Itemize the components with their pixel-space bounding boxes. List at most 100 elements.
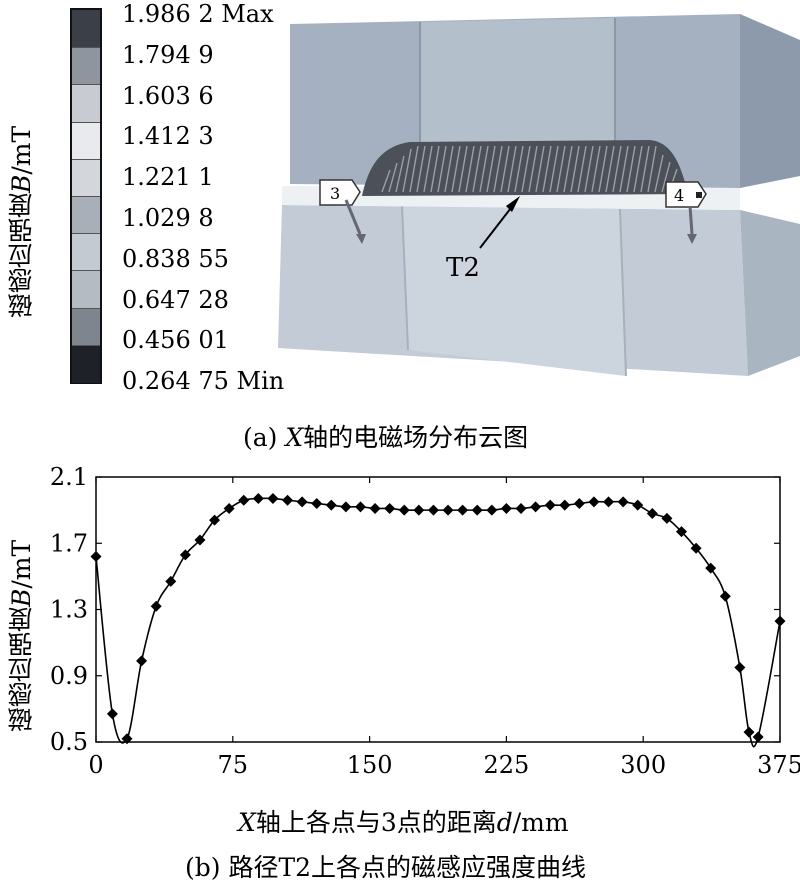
field-arrow bbox=[402, 148, 412, 193]
data-point bbox=[398, 504, 410, 516]
data-point bbox=[442, 504, 454, 516]
data-point bbox=[559, 499, 571, 511]
lower-core-side bbox=[740, 210, 800, 376]
svg-text:3: 3 bbox=[330, 184, 340, 203]
data-point bbox=[471, 504, 483, 516]
legend-swatch bbox=[72, 158, 100, 198]
data-point bbox=[179, 549, 191, 561]
data-point bbox=[369, 502, 381, 514]
legend-label: 0.264 75 Min bbox=[122, 367, 285, 396]
field-arrow bbox=[437, 145, 447, 193]
legend-label: 1.029 8 bbox=[122, 204, 214, 232]
field-arrow bbox=[626, 145, 636, 193]
data-point bbox=[384, 502, 396, 514]
legend-label: 1.986 2 Max bbox=[122, 0, 274, 28]
svg-text:T2: T2 bbox=[446, 253, 480, 283]
data-point bbox=[282, 494, 294, 506]
x-tick-label: 0 bbox=[88, 751, 103, 779]
data-point bbox=[530, 501, 542, 513]
data-point bbox=[573, 498, 585, 509]
field-arrow bbox=[661, 161, 671, 193]
data-point bbox=[136, 655, 148, 667]
field-arrow bbox=[612, 145, 622, 193]
legend-swatch bbox=[72, 10, 100, 48]
field-arrow bbox=[577, 145, 587, 193]
legend-swatch bbox=[72, 47, 100, 86]
field-arrow bbox=[465, 145, 475, 193]
field-arrow bbox=[640, 145, 650, 193]
field-arrow bbox=[486, 145, 496, 193]
color-legend-bar bbox=[70, 8, 102, 384]
legend-label: 1.603 6 bbox=[122, 81, 214, 110]
field-arrow bbox=[493, 145, 503, 193]
data-point bbox=[734, 661, 746, 673]
y-tick-label: 0.9 bbox=[50, 662, 88, 690]
field-arrow bbox=[535, 145, 545, 193]
legend-swatch bbox=[72, 270, 100, 310]
data-point bbox=[457, 504, 469, 516]
data-point bbox=[500, 502, 512, 514]
field-arrow bbox=[479, 145, 489, 193]
magnetic-field-line-chart: 0 75 150 225 300 375 0.5 0.9 1.3 1.7 2.1 bbox=[50, 463, 800, 779]
data-point bbox=[676, 526, 688, 538]
y-tick-label: 1.3 bbox=[50, 596, 88, 624]
field-arrow bbox=[500, 145, 510, 193]
data-point bbox=[340, 501, 352, 513]
data-point bbox=[617, 496, 629, 508]
field-arrow bbox=[605, 145, 615, 193]
field-arrow bbox=[633, 145, 643, 193]
legend-swatch bbox=[72, 233, 100, 272]
field-arrow bbox=[584, 145, 594, 193]
x-tick-label: 225 bbox=[483, 751, 529, 779]
field-arrow bbox=[444, 145, 454, 193]
series-line bbox=[95, 497, 781, 748]
field-arrow bbox=[528, 145, 538, 193]
data-point bbox=[646, 507, 658, 519]
field-arrow bbox=[507, 145, 517, 193]
field-arrow bbox=[654, 154, 664, 193]
data-point bbox=[544, 499, 556, 511]
panel-b-caption: (b) 路径T2上各点的磁感应强度曲线 bbox=[185, 853, 587, 882]
data-point bbox=[311, 498, 323, 509]
plot-frame bbox=[95, 476, 781, 743]
x-tick-label: 75 bbox=[218, 751, 249, 779]
field-arrow bbox=[563, 145, 573, 193]
data-point bbox=[661, 512, 673, 524]
data-point bbox=[223, 502, 235, 514]
data-point bbox=[719, 590, 731, 602]
svg-text:4: 4 bbox=[674, 186, 684, 205]
flux-vector-field bbox=[362, 140, 688, 196]
data-point bbox=[743, 726, 755, 738]
legend-label: 0.456 01 bbox=[122, 326, 229, 355]
field-arrow bbox=[451, 145, 461, 193]
data-point bbox=[354, 501, 366, 513]
field-arrow bbox=[549, 145, 559, 193]
point-3-marker: 3 bbox=[319, 179, 366, 244]
data-point bbox=[752, 731, 764, 743]
data-point bbox=[252, 493, 264, 505]
field-arrow bbox=[388, 162, 398, 193]
legend-swatch bbox=[72, 344, 100, 384]
path-t2-callout: T2 bbox=[446, 196, 520, 283]
chart-xlabel: X轴上各点与3点的距离d/mm bbox=[238, 808, 569, 837]
field-distribution-render: 3 4 T2 bbox=[278, 14, 800, 377]
legend-label: 1.412 3 bbox=[122, 122, 214, 151]
field-arrow bbox=[416, 145, 426, 193]
data-point bbox=[705, 562, 717, 574]
lower-core-face bbox=[402, 206, 626, 376]
upper-core-side bbox=[740, 14, 800, 188]
data-point bbox=[194, 534, 206, 546]
data-point bbox=[267, 493, 279, 505]
x-tick-label: 300 bbox=[620, 751, 666, 779]
legend-label: 0.838 55 bbox=[122, 244, 229, 273]
field-arrow bbox=[381, 169, 391, 193]
panel-a-caption: (a) X轴的电磁场分布云图 bbox=[243, 423, 529, 452]
legend-label: 1.221 1 bbox=[122, 163, 214, 192]
field-arrow bbox=[430, 145, 440, 193]
legend-swatch bbox=[72, 121, 100, 161]
y-tick-label: 2.1 bbox=[50, 463, 88, 491]
data-point bbox=[515, 502, 527, 514]
data-point bbox=[296, 496, 308, 508]
x-tick-label: 150 bbox=[347, 751, 393, 779]
field-arrow bbox=[395, 155, 405, 193]
